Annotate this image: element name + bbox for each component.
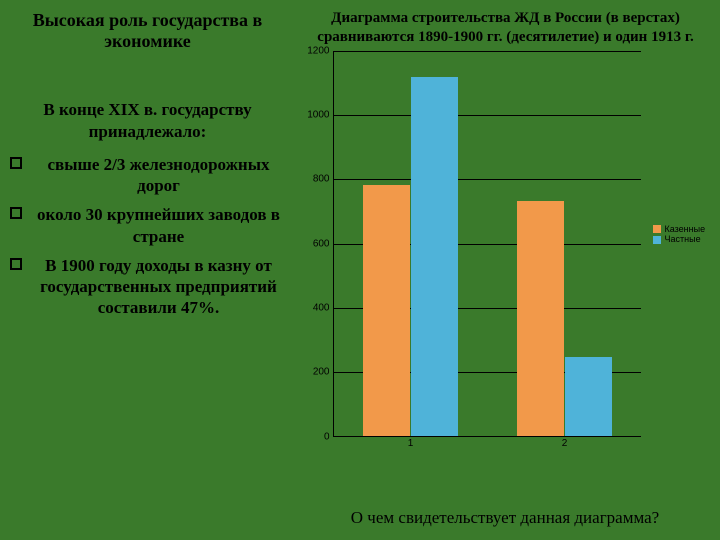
y-tick-label: 800	[302, 174, 334, 185]
legend-label: Частные	[665, 234, 701, 245]
left-column: Высокая роль государства в экономике В к…	[0, 0, 295, 540]
legend-swatch	[653, 225, 661, 233]
left-intro: В конце XIX в. государству принадлежало:	[8, 99, 287, 142]
y-tick-label: 1200	[302, 45, 334, 56]
chart-legend: КазенныеЧастные	[649, 222, 711, 248]
list-item: В 1900 году доходы в казну от государств…	[8, 251, 287, 323]
bar	[363, 185, 411, 436]
gridline	[334, 115, 641, 116]
legend-item: Частные	[653, 234, 707, 245]
x-tick-label: 2	[562, 436, 568, 449]
bar-chart: 02004006008001000120012КазенныеЧастные	[301, 47, 711, 455]
legend-label: Казенные	[665, 224, 706, 235]
right-column: Диаграмма строительства ЖД в России (в в…	[295, 0, 720, 540]
list-item: около 30 крупнейших заводов в стране	[8, 200, 287, 251]
chart-subtitle: сравниваются 1890-1900 гг. (десятилетие)…	[303, 29, 708, 46]
y-tick-label: 1000	[302, 109, 334, 120]
legend-item: Казенные	[653, 224, 707, 235]
y-tick-label: 0	[302, 431, 334, 442]
gridline	[334, 179, 641, 180]
bar	[565, 357, 613, 436]
gridline	[334, 51, 641, 52]
bullet-list: свыше 2/3 железнодорожных дорог около 30…	[8, 150, 287, 323]
chart-title: Диаграмма строительства ЖД в России (в в…	[305, 10, 706, 27]
chart-question: О чем свидетельствует данная диаграмма?	[300, 508, 710, 528]
plot-area: 02004006008001000120012	[333, 51, 641, 437]
y-tick-label: 200	[302, 367, 334, 378]
slide-root: Высокая роль государства в экономике В к…	[0, 0, 720, 540]
legend-swatch	[653, 236, 661, 244]
x-tick-label: 1	[408, 436, 414, 449]
left-title: Высокая роль государства в экономике	[8, 10, 287, 51]
y-tick-label: 600	[302, 238, 334, 249]
bar	[411, 77, 459, 436]
bar	[517, 201, 565, 436]
list-item: свыше 2/3 железнодорожных дорог	[8, 150, 287, 201]
y-tick-label: 400	[302, 302, 334, 313]
